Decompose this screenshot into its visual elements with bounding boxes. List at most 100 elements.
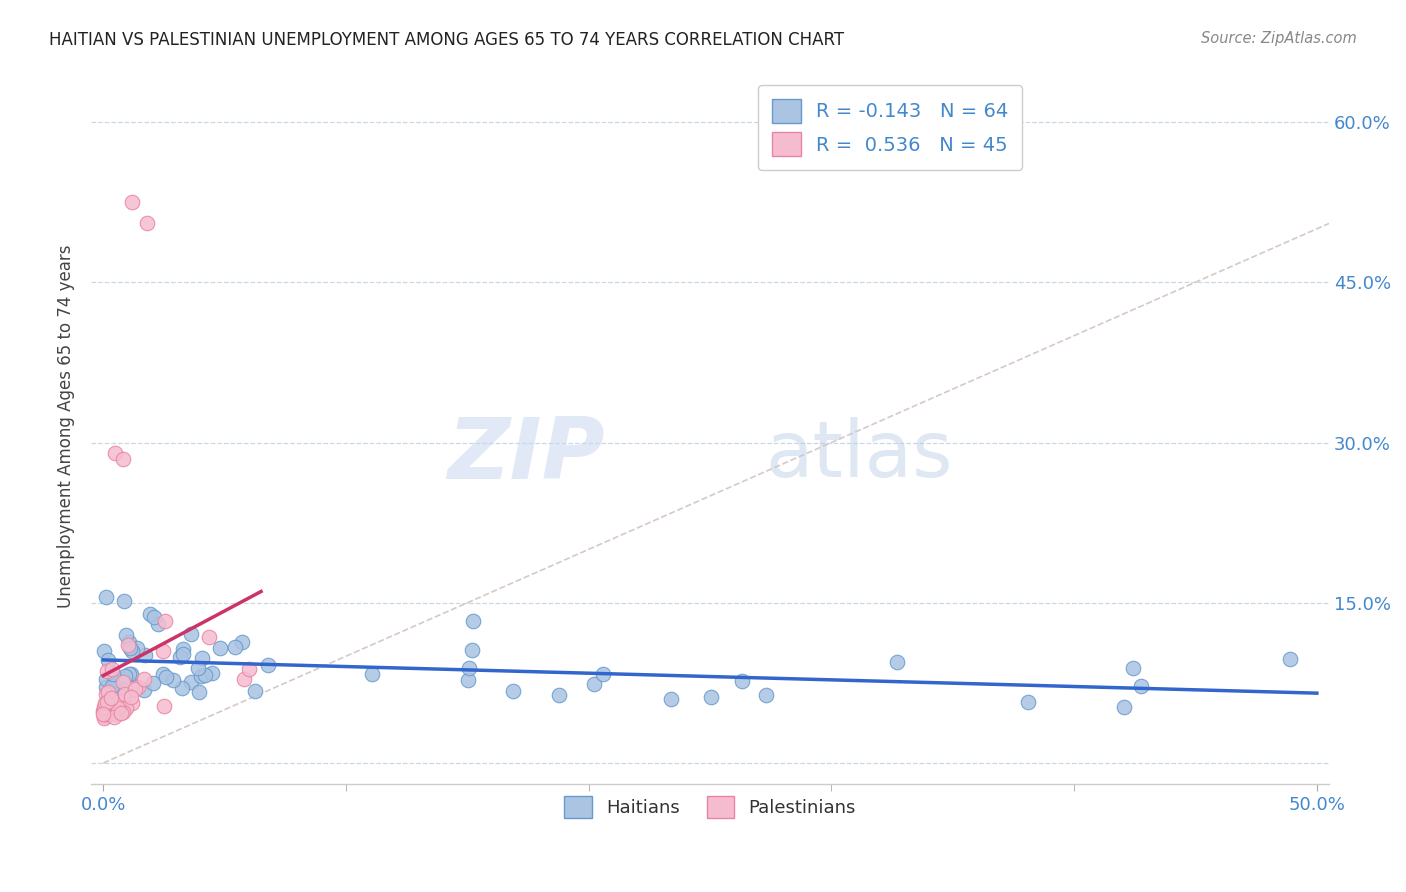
- Point: [94, 704, 117, 718]
- Point: [153, 699, 176, 714]
- Point: [96, 591, 118, 605]
- Point: [170, 681, 193, 695]
- Point: [583, 677, 606, 691]
- Point: [132, 683, 155, 698]
- Point: [97, 706, 120, 721]
- Point: [142, 675, 165, 690]
- Point: [98, 691, 121, 706]
- Point: [117, 667, 139, 681]
- Text: HAITIAN VS PALESTINIAN UNEMPLOYMENT AMONG AGES 65 TO 74 YEARS CORRELATION CHART: HAITIAN VS PALESTINIAN UNEMPLOYMENT AMON…: [49, 31, 845, 49]
- Point: [101, 703, 124, 717]
- Point: [96, 664, 118, 678]
- Text: atlas: atlas: [765, 417, 952, 493]
- Point: [661, 691, 683, 706]
- Point: [112, 594, 135, 608]
- Point: [132, 672, 155, 686]
- Point: [121, 697, 143, 711]
- Point: [700, 690, 723, 705]
- Point: [457, 661, 479, 675]
- Point: [110, 706, 132, 721]
- Point: [110, 680, 132, 694]
- Point: [457, 673, 479, 688]
- Point: [886, 655, 908, 669]
- Point: [94, 687, 117, 701]
- Point: [115, 701, 138, 715]
- Point: [162, 673, 184, 687]
- Point: [114, 687, 136, 701]
- Point: [238, 662, 260, 676]
- Point: [180, 626, 202, 640]
- Point: [592, 667, 614, 681]
- Point: [93, 699, 115, 714]
- Point: [121, 195, 143, 210]
- Point: [94, 672, 117, 686]
- Text: Source: ZipAtlas.com: Source: ZipAtlas.com: [1201, 31, 1357, 46]
- Point: [134, 648, 156, 662]
- Point: [188, 685, 211, 699]
- Point: [139, 607, 162, 621]
- Point: [101, 667, 124, 681]
- Point: [94, 680, 117, 694]
- Point: [93, 708, 115, 723]
- Point: [233, 672, 256, 686]
- Point: [103, 709, 125, 723]
- Point: [172, 647, 194, 661]
- Point: [93, 701, 115, 715]
- Point: [112, 705, 135, 719]
- Point: [502, 683, 524, 698]
- Point: [148, 617, 170, 632]
- Point: [172, 642, 194, 657]
- Point: [124, 682, 146, 697]
- Point: [152, 666, 174, 681]
- Point: [224, 640, 246, 654]
- Point: [96, 695, 118, 709]
- Y-axis label: Unemployment Among Ages 65 to 74 years: Unemployment Among Ages 65 to 74 years: [58, 244, 75, 608]
- Point: [153, 614, 176, 628]
- Point: [115, 628, 138, 642]
- Point: [191, 651, 214, 665]
- Point: [155, 670, 177, 684]
- Point: [142, 609, 165, 624]
- Point: [104, 446, 127, 460]
- Point: [231, 635, 253, 649]
- Point: [97, 653, 120, 667]
- Point: [93, 706, 115, 721]
- Point: [94, 706, 117, 721]
- Point: [120, 666, 142, 681]
- Point: [1121, 661, 1143, 675]
- Text: ZIP: ZIP: [447, 414, 605, 497]
- Point: [198, 630, 221, 644]
- Point: [94, 696, 117, 710]
- Point: [120, 640, 142, 655]
- Point: [463, 614, 485, 628]
- Point: [1017, 695, 1039, 709]
- Point: [125, 641, 148, 656]
- Point: [104, 673, 127, 688]
- Point: [136, 217, 159, 231]
- Point: [1114, 700, 1136, 714]
- Point: [257, 657, 280, 672]
- Point: [1278, 652, 1301, 666]
- Point: [112, 675, 135, 690]
- Point: [461, 642, 484, 657]
- Point: [194, 668, 217, 682]
- Point: [101, 662, 124, 676]
- Point: [98, 698, 121, 712]
- Point: [101, 679, 124, 693]
- Point: [94, 709, 117, 723]
- Point: [104, 673, 127, 687]
- Point: [93, 705, 115, 719]
- Point: [117, 638, 139, 652]
- Point: [111, 451, 134, 466]
- Point: [97, 685, 120, 699]
- Point: [548, 688, 571, 702]
- Point: [187, 660, 209, 674]
- Point: [127, 680, 149, 694]
- Point: [361, 667, 384, 681]
- Legend: Haitians, Palestinians: Haitians, Palestinians: [557, 789, 863, 825]
- Point: [107, 695, 129, 709]
- Point: [114, 669, 136, 683]
- Point: [120, 690, 142, 704]
- Point: [93, 711, 115, 725]
- Point: [105, 706, 128, 721]
